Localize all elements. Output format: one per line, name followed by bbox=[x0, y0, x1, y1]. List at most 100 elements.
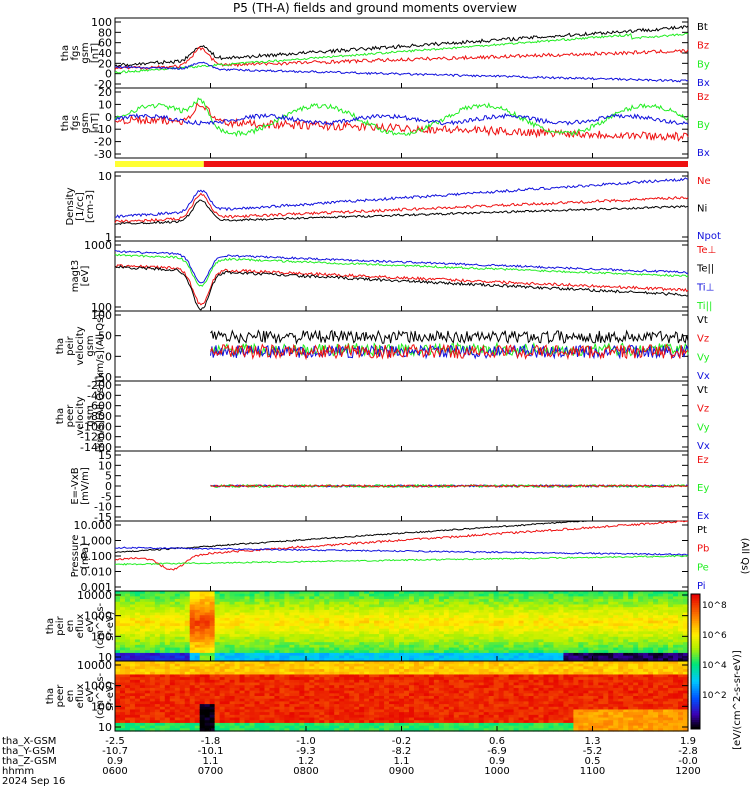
spectrogram-cell bbox=[683, 604, 689, 608]
spectrogram-cell bbox=[658, 639, 664, 643]
spectrogram-cell bbox=[214, 639, 221, 643]
spectrogram-cell bbox=[394, 687, 400, 692]
spectrogram-cell bbox=[379, 636, 385, 641]
spectrogram-cell bbox=[319, 615, 325, 619]
spectrogram-cell bbox=[603, 599, 609, 603]
spectrogram-cell bbox=[254, 609, 261, 614]
spectrogram-cell bbox=[423, 658, 430, 662]
spectrogram-cell bbox=[169, 682, 176, 686]
spectrogram-cell bbox=[174, 644, 181, 649]
spectrogram-cell bbox=[673, 615, 679, 619]
spectrogram-cell bbox=[239, 620, 246, 624]
spectrogram-cell bbox=[129, 604, 136, 608]
spectrogram-cell bbox=[154, 704, 161, 708]
spectrogram-cell bbox=[189, 617, 196, 622]
spectrogram-cell bbox=[533, 634, 540, 638]
spectrogram-cell bbox=[129, 615, 136, 619]
spectrogram-cell bbox=[548, 628, 555, 632]
spectrogram-cell bbox=[169, 666, 176, 670]
spectrogram-cell bbox=[678, 647, 684, 651]
spectrogram-cell bbox=[468, 682, 475, 686]
spectrogram-cell bbox=[513, 647, 520, 651]
spectrogram-cell bbox=[384, 701, 390, 705]
spectrogram-cell bbox=[508, 607, 515, 611]
spectrogram-cell bbox=[309, 706, 315, 711]
spectrogram-cell bbox=[423, 728, 430, 732]
spectrogram-cell bbox=[279, 593, 286, 597]
spectrogram-cell bbox=[129, 679, 136, 684]
spectrogram-cell bbox=[418, 677, 425, 681]
spectrogram-cell bbox=[149, 669, 156, 673]
spectrogram-cell bbox=[284, 612, 290, 616]
spectrogram-cell bbox=[119, 599, 126, 603]
spectrogram-cell bbox=[483, 674, 490, 678]
spectrogram-cell bbox=[643, 636, 649, 641]
spectrogram-cell bbox=[319, 652, 325, 657]
spectrogram-cell bbox=[119, 623, 126, 627]
spectrogram-cell bbox=[324, 701, 330, 705]
spectrogram-cell bbox=[179, 674, 186, 678]
spectrogram-cell bbox=[389, 698, 395, 702]
spectrogram-cell bbox=[663, 655, 669, 659]
spectrogram-cell bbox=[164, 679, 171, 684]
spectrogram-cell bbox=[139, 720, 146, 724]
spectrogram-cell bbox=[309, 620, 315, 624]
spectrogram-cell bbox=[194, 647, 201, 651]
spectrogram-cell bbox=[598, 601, 604, 606]
spectrogram-cell bbox=[254, 650, 261, 654]
spectrogram-cell bbox=[144, 644, 151, 649]
spectrogram-cell bbox=[354, 698, 360, 702]
spectrogram-cell bbox=[623, 639, 629, 643]
spectrogram-cell bbox=[144, 674, 151, 678]
spectrogram-cell bbox=[199, 728, 206, 732]
spectrogram-cell bbox=[683, 623, 689, 627]
spectrogram-cell bbox=[468, 693, 475, 697]
spectrogram-cell bbox=[149, 714, 156, 719]
spectrogram-cell bbox=[443, 687, 450, 692]
spectrogram-cell bbox=[254, 655, 261, 659]
spectrogram-cell bbox=[588, 655, 594, 659]
spectrogram-cell bbox=[329, 655, 335, 659]
spectrogram-cell bbox=[204, 596, 211, 600]
spectrogram-cell bbox=[134, 663, 141, 667]
spectrogram-cell bbox=[528, 599, 535, 603]
spectrogram-cell bbox=[294, 663, 300, 667]
spectrogram-cell bbox=[628, 612, 634, 616]
spectrogram-cell bbox=[174, 687, 181, 692]
spectrogram-cell bbox=[403, 722, 410, 727]
spectrogram-cell bbox=[453, 636, 460, 641]
spectrogram-cell bbox=[443, 728, 450, 732]
spectrogram-cell bbox=[224, 591, 231, 595]
spectrogram-cell bbox=[169, 593, 176, 597]
spectrogram-cell bbox=[448, 669, 455, 673]
spectrogram-cell bbox=[284, 690, 290, 694]
spectrogram-cell bbox=[413, 604, 420, 608]
spectrogram-cell bbox=[553, 615, 560, 619]
spectrogram-cell bbox=[319, 599, 325, 603]
spectrogram-cell bbox=[309, 623, 315, 627]
spectrogram-cell bbox=[478, 669, 485, 673]
spectrogram-cell bbox=[224, 693, 231, 697]
spectrogram-cell bbox=[389, 642, 395, 646]
spectrogram-cell bbox=[134, 620, 141, 624]
spectrogram-cell bbox=[334, 655, 340, 659]
spectrogram-cell bbox=[468, 666, 475, 670]
spectrogram-cell bbox=[608, 593, 614, 597]
spectrogram-cell bbox=[244, 709, 251, 713]
spectrogram-cell bbox=[179, 690, 186, 694]
spectrogram-cell bbox=[314, 717, 320, 721]
spectrogram-cell bbox=[473, 655, 480, 659]
spectrogram-cell bbox=[543, 591, 550, 595]
spectrogram-cell bbox=[488, 591, 495, 595]
spectrogram-cell bbox=[144, 722, 151, 727]
spectrogram-cell bbox=[508, 644, 515, 649]
spectrogram-cell bbox=[628, 634, 634, 638]
spectrogram-cell bbox=[115, 674, 121, 678]
spectrogram-cell bbox=[418, 666, 425, 670]
spectrogram-cell bbox=[423, 682, 430, 686]
spectrogram-cell bbox=[364, 658, 370, 662]
spectrogram-cell bbox=[493, 631, 500, 635]
spectrogram-cell bbox=[279, 679, 286, 684]
spectrogram-cell bbox=[249, 636, 256, 641]
spectrogram-cell bbox=[144, 669, 151, 673]
